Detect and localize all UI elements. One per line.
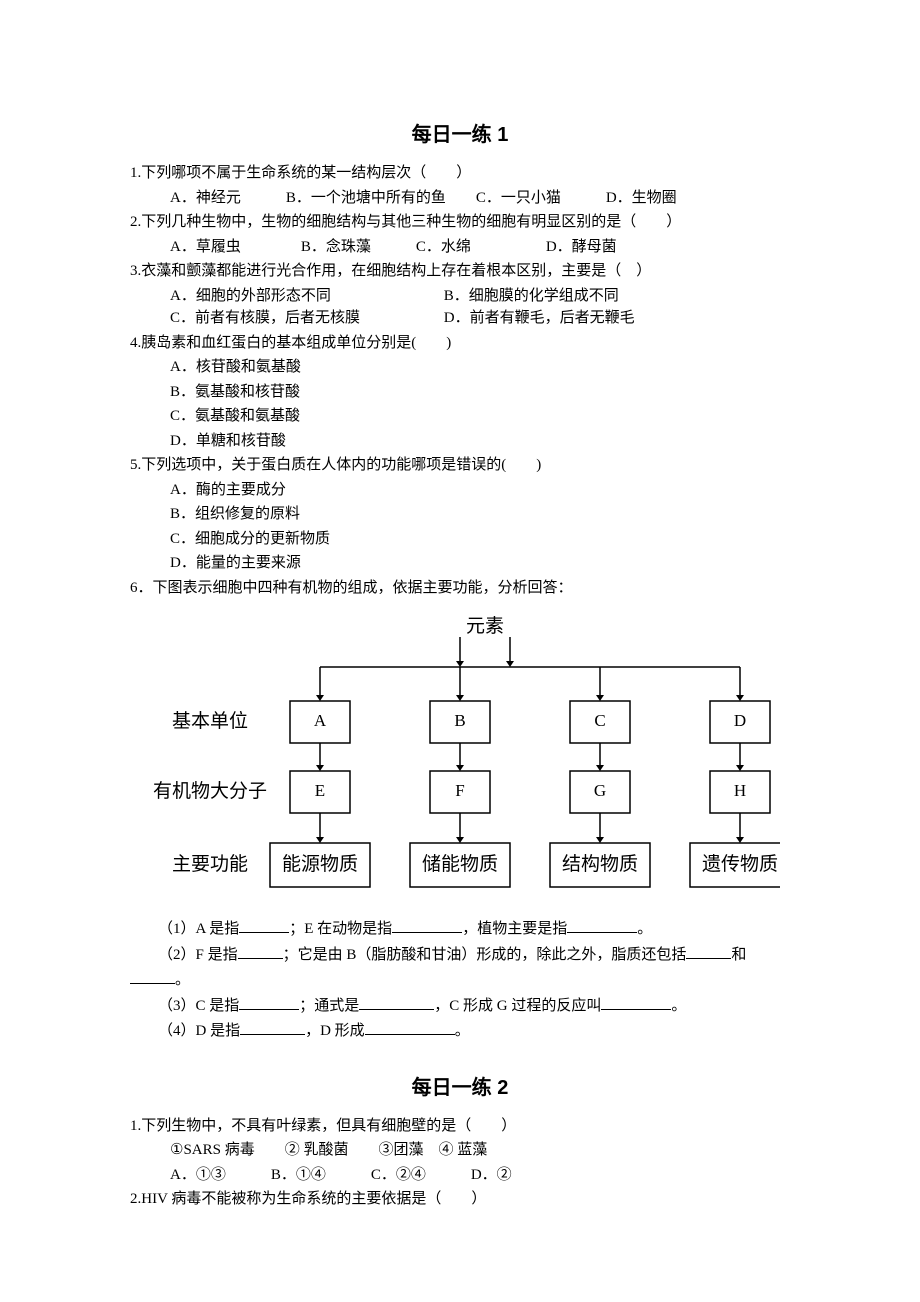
q3-opt-d: D．前者有鞭毛，后者无鞭毛 <box>444 307 635 330</box>
svg-text:D: D <box>734 711 746 730</box>
svg-text:储能物质: 储能物质 <box>422 853 498 875</box>
q3-stem: 3.衣藻和颤藻都能进行光合作用，在细胞结构上存在着根本区别，主要是（ ） <box>130 260 790 283</box>
svg-text:G: G <box>594 781 606 800</box>
q3-options: A．细胞的外部形态不同 B．细胞膜的化学组成不同 C．前者有核膜，后者无核膜 D… <box>130 285 790 330</box>
svg-text:F: F <box>455 781 464 800</box>
svg-text:基本单位: 基本单位 <box>172 710 248 732</box>
svg-text:元素: 元素 <box>466 615 504 637</box>
q5-stem: 5.下列选项中，关于蛋白质在人体内的功能哪项是错误的( ) <box>130 454 790 477</box>
s2-q1-options: A．①③ B．①④ C．②④ D．② <box>130 1164 790 1187</box>
q4-opt-c: C．氨基酸和氨基酸 <box>170 405 790 428</box>
svg-text:A: A <box>314 711 327 730</box>
q2-stem: 2.下列几种生物中，生物的细胞结构与其他三种生物的细胞有明显区别的是（ ） <box>130 211 790 234</box>
s2-q1-items: ①SARS 病毒 ② 乳酸菌 ③团藻 ④ 蓝藻 <box>130 1139 790 1162</box>
q6-diagram: 元素 A B C D 基本单位 E F G H 有机物大分子能源物质 储能物质 结构物质 遗传物质 主要功能 <box>130 611 790 901</box>
q4-stem: 4.胰岛素和血红蛋白的基本组成单位分别是( ) <box>130 332 790 355</box>
q5-opt-c: C．细胞成分的更新物质 <box>170 528 790 551</box>
q1-stem: 1.下列哪项不属于生命系统的某一结构层次（ ） <box>130 162 790 185</box>
q5-options: A．酶的主要成分 B．组织修复的原料 C．细胞成分的更新物质 D．能量的主要来源 <box>130 479 790 575</box>
q6-part2: （2）F 是指；它是由 B（脂肪酸和甘油）形成的，除此之外，脂质还包括和 <box>158 943 790 967</box>
q6-stem: 6．下图表示细胞中四种有机物的组成，依据主要功能，分析回答： <box>130 577 790 600</box>
q4-options: A．核苷酸和氨基酸 B．氨基酸和核苷酸 C．氨基酸和氨基酸 D．单糖和核苷酸 <box>130 356 790 452</box>
q4-opt-b: B．氨基酸和核苷酸 <box>170 381 790 404</box>
svg-text:H: H <box>734 781 746 800</box>
svg-text:能源物质: 能源物质 <box>282 853 358 875</box>
section-2-title: 每日一练 2 <box>130 1073 790 1103</box>
q5-opt-d: D．能量的主要来源 <box>170 552 790 575</box>
q1-options: A．神经元 B．一个池塘中所有的鱼 C．一只小猫 D．生物圈 <box>130 187 790 210</box>
q5-opt-a: A．酶的主要成分 <box>170 479 790 502</box>
q6-part3: （3）C 是指；通式是，C 形成 G 过程的反应叫。 <box>158 994 790 1018</box>
q3-opt-b: B．细胞膜的化学组成不同 <box>444 285 619 308</box>
svg-text:遗传物质: 遗传物质 <box>702 853 778 875</box>
svg-text:E: E <box>315 781 325 800</box>
q3-opt-a: A．细胞的外部形态不同 <box>170 285 440 308</box>
svg-text:B: B <box>454 711 465 730</box>
svg-text:主要功能: 主要功能 <box>172 853 248 875</box>
s2-q2-stem: 2.HIV 病毒不能被称为生命系统的主要依据是（ ） <box>130 1188 790 1211</box>
svg-text:C: C <box>594 711 605 730</box>
q3-opt-c: C．前者有核膜，后者无核膜 <box>170 307 440 330</box>
q6-part4: （4）D 是指，D 形成。 <box>158 1019 790 1043</box>
svg-text:结构物质: 结构物质 <box>562 853 638 875</box>
svg-text:有机物大分子: 有机物大分子 <box>153 780 267 802</box>
q4-opt-d: D．单糖和核苷酸 <box>170 430 790 453</box>
section-1-title: 每日一练 1 <box>130 120 790 150</box>
q5-opt-b: B．组织修复的原料 <box>170 503 790 526</box>
s2-q1-stem: 1.下列生物中，不具有叶绿素，但具有细胞壁的是（ ） <box>130 1115 790 1138</box>
q2-options: A．草履虫 B．念珠藻 C．水绵 D．酵母菌 <box>130 236 790 259</box>
q6-part1: （1）A 是指；E 在动物是指，植物主要是指。 <box>158 917 790 941</box>
q4-opt-a: A．核苷酸和氨基酸 <box>170 356 790 379</box>
